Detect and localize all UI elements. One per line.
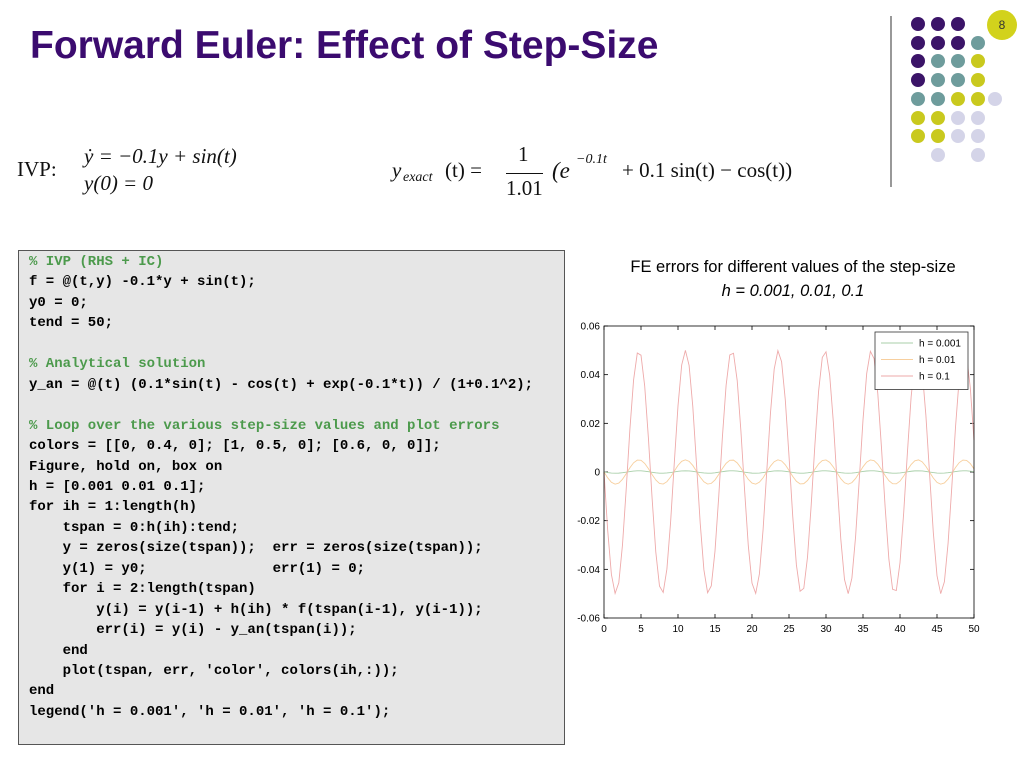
y-tick-label: 0.04 — [581, 370, 601, 381]
code-line: err(i) = y(i) - y_an(tspan(i)); — [29, 622, 357, 639]
x-tick-label: 30 — [820, 624, 832, 635]
legend-label: h = 0.1 — [919, 372, 950, 383]
decoration: 8 — [890, 10, 1017, 187]
code-block: % IVP (RHS + IC) f = @(t,y) -0.1*y + sin(… — [18, 250, 565, 745]
x-tick-label: 20 — [746, 624, 758, 635]
x-tick-label: 10 — [672, 624, 684, 635]
x-tick-label: 25 — [783, 624, 795, 635]
exact-lhs-subscript: exact — [403, 170, 433, 185]
code-line: y_an = @(t) (0.1*sin(t) - cos(t) + exp(-… — [29, 376, 534, 393]
x-tick-label: 35 — [857, 624, 869, 635]
x-tick-label: 50 — [968, 624, 980, 635]
plot-frame — [603, 325, 975, 619]
x-tick-label: 45 — [931, 624, 943, 635]
chart-title: FE errors for different values of the st… — [630, 258, 955, 276]
dot-pattern — [911, 10, 1017, 162]
code-line: for ih = 1:length(h) — [29, 499, 198, 516]
series-line — [603, 470, 975, 474]
code-line: for i = 2:length(tspan) — [29, 581, 256, 598]
x-tick-label: 40 — [894, 624, 906, 635]
exact-exponent: −0.1t — [576, 152, 607, 167]
code-line: f = @(t,y) -0.1*y + sin(t); — [29, 274, 256, 291]
code-line: % Analytical solution — [29, 356, 206, 373]
code-line: Figure, hold on, box on — [29, 458, 223, 475]
code-line: y0 = 0; — [29, 294, 88, 311]
exact-lhs: y — [392, 158, 402, 182]
initial-condition: y(0) = 0 — [84, 171, 153, 195]
code-line: colors = [[0, 0.4, 0]; [1, 0.5, 0]; [0.6… — [29, 438, 441, 455]
code-line: h = [0.001 0.01 0.1]; — [29, 478, 206, 495]
y-tick-label: 0 — [594, 468, 600, 479]
y-tick-label: -0.06 — [577, 614, 600, 625]
code-line: plot(tspan, err, 'color', colors(ih,:)); — [29, 663, 399, 679]
exact-open: (e — [552, 158, 570, 183]
slide-title: Forward Euler: Effect of Step-Size — [30, 24, 659, 67]
x-tick-label: 5 — [638, 624, 644, 635]
code-line: end — [29, 683, 55, 700]
legend-label: h = 0.001 — [919, 339, 961, 350]
fraction-numerator: 1 — [518, 142, 529, 166]
ode-equation: ẏ = −0.1y + sin(t) — [84, 144, 237, 168]
code-line: % IVP (RHS + IC) — [29, 254, 164, 270]
fraction-denominator: 1.01 — [506, 173, 543, 201]
code-line: % Loop over the various step-size values… — [29, 417, 500, 434]
x-tick-label: 0 — [601, 624, 607, 635]
exact-rest: + 0.1 sin(t) − cos(t)) — [622, 158, 793, 182]
code-line: tend = 50; — [29, 315, 114, 332]
x-tick-label: 15 — [709, 624, 721, 635]
legend-box — [874, 331, 969, 390]
y-tick-label: 0.06 — [581, 322, 601, 333]
code-line: y = zeros(size(tspan)); err = zeros(size… — [29, 540, 483, 557]
exact-lhs-rest: (t) = — [445, 158, 482, 182]
code-line: y(i) = y(i-1) + h(ih) * f(tspan(i-1), y(… — [29, 601, 483, 618]
code-line: tspan = 0:h(ih):tend; — [29, 519, 240, 536]
code-line: y(1) = y0; err(1) = 0; — [29, 560, 366, 577]
page-number: 8 — [999, 18, 1006, 32]
y-tick-label: -0.02 — [577, 516, 600, 527]
chart: FE errors for different values of the st… — [577, 258, 980, 635]
ivp-label: IVP: — [17, 157, 57, 181]
series-line — [603, 459, 975, 485]
code-line: end — [29, 642, 88, 659]
y-tick-label: 0.02 — [581, 419, 601, 430]
code-line: legend('h = 0.001', 'h = 0.01', 'h = 0.1… — [29, 703, 391, 720]
chart-subtitle: h = 0.001, 0.01, 0.1 — [722, 282, 865, 300]
legend: h = 0.001 h = 0.01 h = 0.1 — [874, 331, 969, 390]
y-tick-label: -0.04 — [577, 565, 600, 576]
legend-label: h = 0.01 — [919, 355, 956, 366]
